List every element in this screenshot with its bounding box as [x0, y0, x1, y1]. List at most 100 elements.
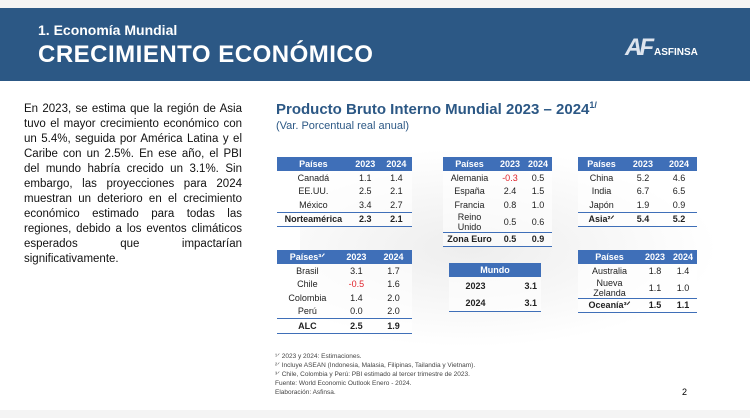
table-row: España 2.4 1.5 — [443, 184, 552, 198]
chart-subtitle: (Var. Porcentual real anual) — [276, 120, 410, 132]
value-cell: 1.4 — [668, 264, 697, 278]
mundo-year: 2023 — [449, 277, 503, 294]
slide: 1. Economía Mundial CRECIMIENTO ECONÓMIC… — [0, 8, 750, 410]
header-banner: 1. Economía Mundial CRECIMIENTO ECONÓMIC… — [0, 8, 750, 81]
country-cell: China — [578, 171, 625, 185]
total-value: 2.5 — [337, 318, 375, 334]
value-cell: 4.6 — [660, 171, 697, 185]
country-cell: Alemania — [443, 171, 496, 185]
chart-title-footnote: 1/ — [589, 100, 597, 110]
table-row: Perú 0.0 2.0 — [277, 304, 412, 319]
table-mundo: Mundo 2023 3.1 2024 3.1 — [449, 263, 541, 312]
total-value: 0.9 — [523, 231, 552, 247]
column-header: 2024 — [380, 157, 412, 171]
value-cell: 2.1 — [380, 184, 412, 198]
intro-paragraph: En 2023, se estima que la región de Asia… — [24, 103, 242, 265]
value-cell: 0.5 — [495, 211, 524, 232]
country-cell: Australia — [578, 264, 641, 278]
country-cell: Colombia — [277, 291, 338, 305]
country-cell: EE.UU. — [277, 184, 350, 198]
country-cell: México — [277, 198, 350, 212]
value-cell: 5.2 — [624, 171, 661, 185]
value-cell: 2.4 — [495, 184, 524, 198]
value-cell: 2.0 — [374, 304, 412, 319]
column-header: Países — [578, 250, 641, 264]
value-cell: 0.9 — [660, 198, 697, 212]
value-cell: 2.7 — [380, 198, 412, 212]
total-row: Zona Euro 0.5 0.9 — [443, 231, 552, 247]
column-header: 2024 — [660, 157, 697, 171]
column-header: 2024 — [668, 250, 697, 264]
table-row: Nueva Zelanda 1.1 1.0 — [578, 277, 697, 298]
total-row: Norteamérica 2.3 2.1 — [277, 211, 412, 227]
chart-title-text: Producto Bruto Interno Mundial 2023 – 20… — [276, 101, 590, 118]
table-row: EE.UU. 2.5 2.1 — [277, 184, 412, 198]
column-header: 2023 — [495, 157, 524, 171]
value-cell: 1.5 — [523, 184, 552, 198]
mundo-year: 2024 — [449, 294, 503, 312]
table-row: India 6.7 6.5 — [578, 184, 697, 198]
table-row: Japón 1.9 0.9 — [578, 198, 697, 212]
table-row: Alemania -0.3 0.5 — [443, 171, 552, 185]
column-header: 2023 — [349, 157, 381, 171]
country-cell: Chile — [277, 277, 338, 291]
country-cell: Reino Unido — [443, 211, 496, 232]
country-cell: Brasil — [277, 264, 338, 278]
value-cell: 1.4 — [337, 291, 375, 305]
region-name: Asia²ᐟ — [578, 211, 625, 227]
value-cell: 1.8 — [640, 264, 669, 278]
value-cell: 2.0 — [374, 291, 412, 305]
table-alc: Países³ᐟ 2023 2024 Brasil 3.1 1.7 Chile -0.5 1.6… — [277, 250, 412, 334]
total-value: 1.5 — [640, 297, 669, 313]
country-cell: Francia — [443, 198, 496, 212]
footnote: ¹ᐟ 2023 y 2024: Estimaciones. — [275, 353, 362, 360]
table-asia: Países 2023 2024 China 5.2 4.6 India 6.7 6.5 Japó… — [578, 157, 697, 227]
value-cell: 1.1 — [349, 171, 381, 185]
total-value: 0.5 — [495, 231, 524, 247]
column-header: 2023 — [624, 157, 661, 171]
page-title: CRECIMIENTO ECONÓMICO — [38, 41, 374, 68]
total-value: 5.2 — [660, 211, 697, 227]
country-cell: Canadá — [277, 171, 350, 185]
value-cell: -0.5 — [337, 277, 375, 291]
chart-title: Producto Bruto Interno Mundial 2023 – 20… — [276, 100, 597, 118]
value-cell: 2.5 — [349, 184, 381, 198]
total-value: 1.1 — [668, 297, 697, 313]
table-oc: Países 2023 2024 Australia 1.8 1.4 Nueva Zelan… — [578, 250, 697, 313]
value-cell: 0.8 — [495, 198, 524, 212]
table-row: Colombia 1.4 2.0 — [277, 291, 412, 305]
total-row: Oceanía³ᐟ 1.5 1.1 — [578, 297, 697, 313]
footnotes: ¹ᐟ 2023 y 2024: Estimaciones. ²ᐟ Incluye… — [275, 352, 475, 397]
region-name: Zona Euro — [443, 231, 496, 247]
column-header: Países — [578, 157, 625, 171]
value-cell: 6.5 — [660, 184, 697, 198]
column-header: 2023 — [337, 250, 375, 264]
logo-mark: AF — [625, 34, 654, 61]
table-row: Francia 0.8 1.0 — [443, 198, 552, 212]
section-label: 1. Economía Mundial — [38, 22, 178, 38]
footnote: ²ᐟ Incluye ASEAN (Indonesia, Malasia, Fi… — [275, 362, 476, 369]
table-row: México 3.4 2.7 — [277, 198, 412, 212]
footnote: Fuente: World Economic Outlook Enero - 2… — [275, 380, 412, 387]
total-row: Asia²ᐟ 5.4 5.2 — [578, 211, 697, 227]
region-name: Norteamérica — [277, 211, 350, 227]
region-name: ALC — [277, 318, 338, 334]
column-header: Países — [277, 157, 350, 171]
mundo-header: Mundo — [449, 263, 541, 277]
value-cell: 6.7 — [624, 184, 661, 198]
mundo-value: 3.1 — [502, 277, 541, 294]
table-row: Australia 1.8 1.4 — [578, 264, 697, 278]
total-value: 5.4 — [624, 211, 661, 227]
value-cell: 0.0 — [337, 304, 375, 319]
table-row: Chile -0.5 1.6 — [277, 277, 412, 291]
value-cell: 3.1 — [337, 264, 375, 278]
country-cell: Perú — [277, 304, 338, 319]
footnote: ³ᐟ Chile, Colombia y Perú: PBI estimado … — [275, 371, 470, 378]
asfinsa-logo: AF ASFINSA — [625, 34, 698, 62]
column-header: 2024 — [374, 250, 412, 264]
value-cell: 1.9 — [624, 198, 661, 212]
table-row: Reino Unido 0.5 0.6 — [443, 211, 552, 232]
mundo-value: 3.1 — [502, 294, 541, 312]
column-header: 2024 — [523, 157, 552, 171]
country-cell: India — [578, 184, 625, 198]
